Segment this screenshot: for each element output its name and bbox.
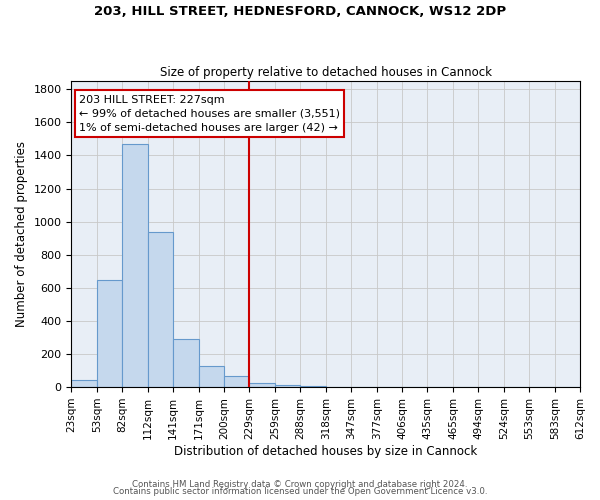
Bar <box>97 280 122 387</box>
Text: Contains HM Land Registry data © Crown copyright and database right 2024.: Contains HM Land Registry data © Crown c… <box>132 480 468 489</box>
Bar <box>148 232 173 387</box>
Text: 203 HILL STREET: 227sqm
← 99% of detached houses are smaller (3,551)
1% of semi-: 203 HILL STREET: 227sqm ← 99% of detache… <box>79 95 340 133</box>
Bar <box>300 386 326 387</box>
Text: Contains public sector information licensed under the Open Government Licence v3: Contains public sector information licen… <box>113 487 487 496</box>
Bar <box>122 144 148 387</box>
Bar <box>249 383 275 387</box>
Title: Size of property relative to detached houses in Cannock: Size of property relative to detached ho… <box>160 66 492 78</box>
Bar <box>224 376 249 387</box>
Bar <box>199 366 224 387</box>
Bar <box>173 339 199 387</box>
X-axis label: Distribution of detached houses by size in Cannock: Distribution of detached houses by size … <box>174 444 478 458</box>
Y-axis label: Number of detached properties: Number of detached properties <box>15 141 28 327</box>
Bar <box>71 380 97 387</box>
Bar <box>275 384 300 387</box>
Text: 203, HILL STREET, HEDNESFORD, CANNOCK, WS12 2DP: 203, HILL STREET, HEDNESFORD, CANNOCK, W… <box>94 5 506 18</box>
